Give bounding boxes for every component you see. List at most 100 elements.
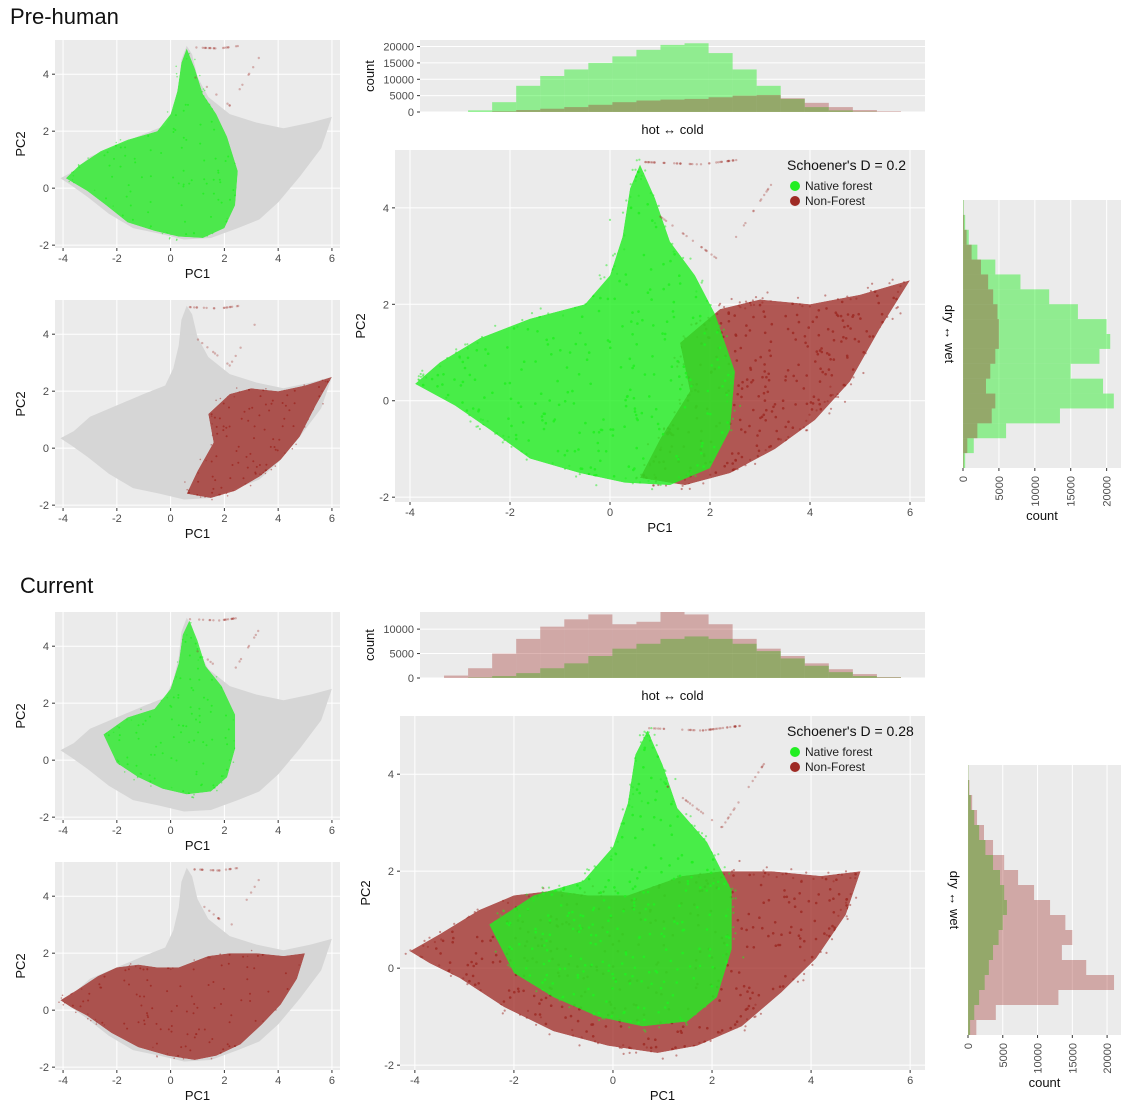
native-point bbox=[636, 170, 640, 173]
trail-point bbox=[236, 44, 239, 48]
trail-point bbox=[720, 160, 723, 163]
nonforest-point bbox=[761, 375, 764, 379]
native-point bbox=[616, 891, 620, 895]
native-point bbox=[608, 218, 612, 221]
native-point bbox=[648, 932, 652, 936]
nonforest-point bbox=[709, 1039, 712, 1042]
nonforest-point bbox=[152, 1046, 154, 1049]
nonforest-point bbox=[477, 982, 481, 985]
native-point bbox=[628, 880, 632, 884]
nonforest-point bbox=[251, 406, 254, 409]
nonforest-point bbox=[786, 369, 790, 372]
trail-point bbox=[663, 161, 666, 165]
nonforest-point bbox=[206, 956, 209, 959]
native-point bbox=[525, 967, 528, 970]
native-point bbox=[131, 218, 134, 221]
native-point bbox=[547, 959, 551, 963]
native-point bbox=[647, 903, 650, 906]
nonforest-point bbox=[421, 956, 424, 959]
nonforest-point bbox=[886, 315, 889, 318]
native-point bbox=[446, 357, 449, 360]
native-point bbox=[577, 930, 581, 933]
native-point bbox=[629, 388, 632, 392]
trail-point bbox=[720, 825, 723, 829]
trail-point bbox=[228, 104, 231, 107]
native-bar bbox=[612, 648, 637, 678]
nonforest-point bbox=[751, 379, 755, 382]
native-point bbox=[657, 1011, 660, 1014]
nonforest-point bbox=[628, 1046, 631, 1050]
nonforest-point bbox=[423, 939, 426, 943]
nonforest-point bbox=[170, 968, 172, 971]
nonforest-point bbox=[222, 987, 225, 990]
native-point bbox=[599, 296, 602, 300]
native-point bbox=[479, 418, 482, 421]
native-point bbox=[602, 418, 605, 421]
nonforest-point bbox=[216, 432, 219, 435]
nonforest-bar bbox=[968, 990, 1059, 1005]
nonforest-point bbox=[762, 391, 766, 395]
nonforest-point bbox=[244, 483, 247, 485]
nonforest-point bbox=[642, 1042, 646, 1046]
native-point bbox=[499, 914, 502, 917]
native-point bbox=[642, 733, 645, 737]
native-point bbox=[689, 257, 692, 260]
native-point bbox=[567, 911, 571, 915]
native-area bbox=[65, 48, 238, 238]
y-axis-label: dry ↔ wet bbox=[942, 305, 957, 364]
native-point bbox=[508, 921, 512, 925]
native-point bbox=[187, 103, 189, 106]
native-point bbox=[148, 774, 151, 777]
nonforest-point bbox=[751, 926, 755, 929]
native-point bbox=[587, 351, 591, 354]
native-point bbox=[212, 784, 215, 787]
nonforest-point bbox=[62, 1004, 65, 1006]
native-point bbox=[724, 914, 728, 918]
nonforest-point bbox=[781, 873, 784, 876]
native-point bbox=[542, 962, 546, 966]
trail-point bbox=[239, 657, 243, 661]
trail-point bbox=[228, 104, 231, 107]
nonforest-point bbox=[729, 1026, 732, 1030]
nonforest-point bbox=[527, 895, 531, 898]
nonforest-point bbox=[155, 1042, 158, 1045]
trail-point bbox=[691, 804, 694, 807]
native-point bbox=[642, 253, 646, 257]
nonforest-point bbox=[744, 464, 747, 467]
nonforest-point bbox=[498, 960, 502, 963]
nonforest-point bbox=[265, 388, 267, 390]
native-point bbox=[597, 309, 601, 313]
native-point bbox=[140, 773, 143, 776]
nonforest-point bbox=[237, 445, 240, 448]
trail-point bbox=[216, 869, 219, 872]
native-point bbox=[587, 987, 590, 991]
nonforest-point bbox=[578, 1044, 581, 1047]
native-point bbox=[693, 824, 696, 828]
nonforest-point bbox=[734, 333, 737, 337]
native-point bbox=[663, 1006, 667, 1009]
native-point bbox=[723, 882, 726, 886]
native-point bbox=[609, 914, 613, 917]
native-point bbox=[226, 217, 228, 220]
x-axis-label: hot ↔ cold bbox=[641, 122, 703, 137]
native-point bbox=[517, 401, 520, 405]
nonforest-point bbox=[199, 458, 202, 461]
native-point bbox=[679, 387, 682, 391]
nonforest-point bbox=[259, 395, 262, 398]
x-tick-label: 15000 bbox=[1066, 476, 1078, 507]
nonforest-point bbox=[218, 417, 221, 420]
native-point bbox=[671, 242, 674, 245]
nonforest-point bbox=[738, 418, 742, 422]
nonforest-point bbox=[836, 393, 839, 396]
trail-point bbox=[229, 867, 232, 871]
native-point bbox=[696, 906, 699, 909]
nonforest-point bbox=[698, 1026, 701, 1029]
native-point bbox=[194, 58, 196, 61]
native-point bbox=[626, 1019, 629, 1022]
native-point bbox=[144, 719, 147, 722]
nonforest-point bbox=[540, 998, 543, 1002]
native-bar bbox=[804, 107, 829, 112]
native-point bbox=[469, 420, 472, 423]
